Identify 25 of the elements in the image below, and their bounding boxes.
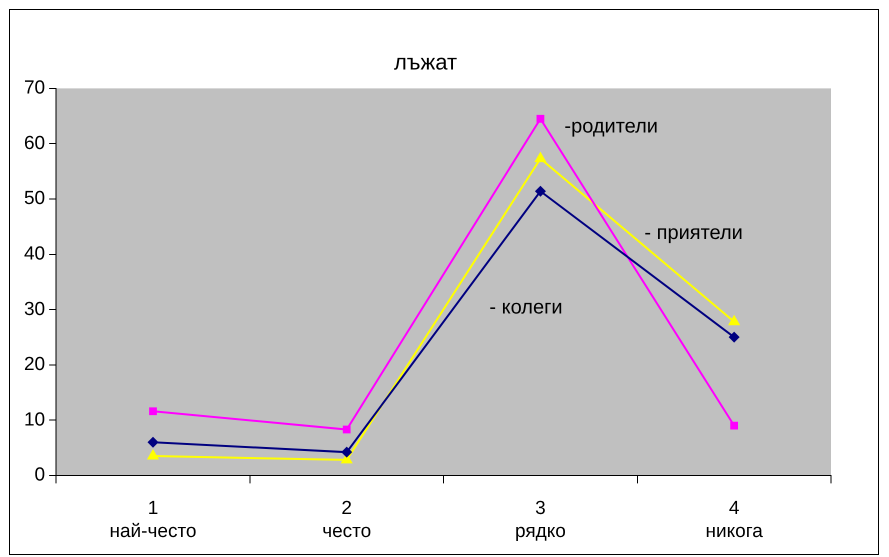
series-label: -родители <box>564 115 658 138</box>
x-tick-label: 2 често <box>322 498 372 542</box>
point <box>342 426 351 434</box>
point <box>147 436 158 448</box>
point <box>149 407 157 416</box>
y-tick-label: 10 <box>24 409 46 430</box>
y-tick-label: 50 <box>24 188 46 210</box>
chart-title: лъжат <box>394 49 458 74</box>
x-tick-label: 3 рядко <box>515 498 566 542</box>
y-tick-label: 0 <box>34 464 46 486</box>
y-tick-label: 60 <box>24 132 46 154</box>
y-tick-label: 30 <box>24 298 46 320</box>
point <box>341 446 352 458</box>
x-tick-label: 1 най-често <box>109 498 197 542</box>
point <box>730 422 738 430</box>
point <box>534 186 546 197</box>
point <box>534 152 546 162</box>
x-tick-label: 4 никога <box>706 498 764 542</box>
y-tick-label: 40 <box>24 243 46 264</box>
series-label: - приятели <box>644 222 743 244</box>
y-tick-label: 20 <box>24 354 46 376</box>
point <box>728 332 740 343</box>
series-label: - колеги <box>489 296 563 319</box>
point <box>536 114 544 123</box>
y-tick-label: 70 <box>24 78 46 99</box>
